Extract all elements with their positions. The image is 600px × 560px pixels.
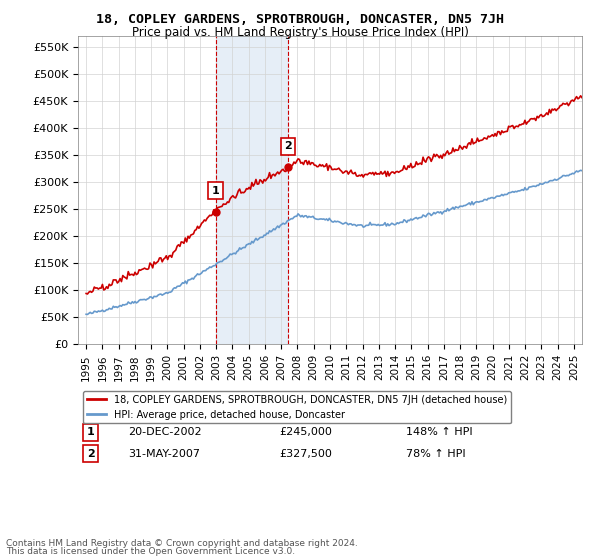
- Text: 18, COPLEY GARDENS, SPROTBROUGH, DONCASTER, DN5 7JH: 18, COPLEY GARDENS, SPROTBROUGH, DONCAST…: [96, 13, 504, 26]
- Text: 20-DEC-2002: 20-DEC-2002: [128, 427, 202, 437]
- Text: 148% ↑ HPI: 148% ↑ HPI: [406, 427, 472, 437]
- Text: 78% ↑ HPI: 78% ↑ HPI: [406, 449, 465, 459]
- Text: 2: 2: [284, 141, 292, 151]
- Text: £245,000: £245,000: [280, 427, 332, 437]
- Text: £327,500: £327,500: [280, 449, 332, 459]
- Text: Contains HM Land Registry data © Crown copyright and database right 2024.: Contains HM Land Registry data © Crown c…: [6, 539, 358, 548]
- Text: Price paid vs. HM Land Registry's House Price Index (HPI): Price paid vs. HM Land Registry's House …: [131, 26, 469, 39]
- Text: 1: 1: [212, 186, 220, 196]
- Text: 1: 1: [87, 427, 94, 437]
- Legend: 18, COPLEY GARDENS, SPROTBROUGH, DONCASTER, DN5 7JH (detached house), HPI: Avera: 18, COPLEY GARDENS, SPROTBROUGH, DONCAST…: [83, 391, 511, 423]
- Text: 31-MAY-2007: 31-MAY-2007: [128, 449, 200, 459]
- Text: This data is licensed under the Open Government Licence v3.0.: This data is licensed under the Open Gov…: [6, 547, 295, 556]
- Text: 2: 2: [87, 449, 94, 459]
- Bar: [216, 36, 288, 344]
